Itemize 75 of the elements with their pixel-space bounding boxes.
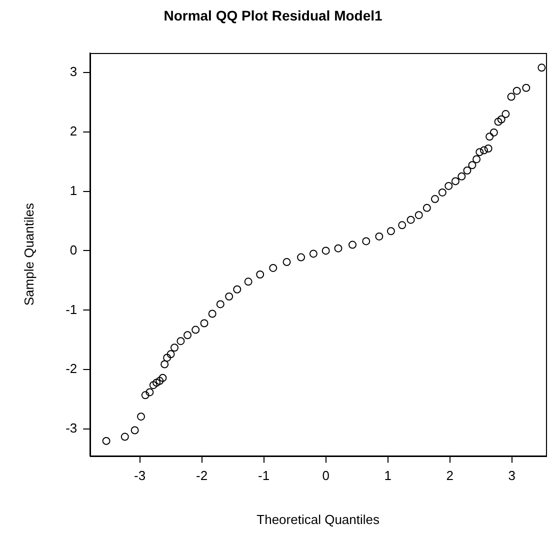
x-tick-label: -2 — [196, 468, 208, 484]
y-tick-label: 0 — [70, 242, 78, 258]
point — [494, 118, 502, 126]
point — [130, 426, 139, 434]
y-tick-label: -3 — [66, 420, 78, 436]
y-tick-label: 2 — [70, 123, 78, 138]
point — [522, 84, 530, 92]
y-tick-label: -2 — [66, 361, 78, 376]
chart-title: Normal QQ Plot Residual Model1 — [164, 7, 383, 24]
point — [480, 146, 488, 154]
point — [176, 337, 185, 346]
point — [269, 264, 278, 272]
point — [414, 211, 423, 220]
x-tick-label: -3 — [134, 468, 146, 484]
point — [184, 331, 192, 340]
point — [458, 172, 466, 180]
point — [141, 391, 150, 400]
point — [490, 128, 498, 136]
point — [233, 285, 242, 294]
point — [256, 270, 264, 279]
x-tick-label: -1 — [258, 468, 270, 484]
point — [120, 432, 129, 441]
point — [208, 310, 216, 318]
point — [438, 188, 446, 196]
point — [444, 182, 453, 190]
y-tick-label: 3 — [70, 64, 78, 79]
point — [463, 166, 472, 174]
point — [422, 204, 431, 212]
y-tick-label: -1 — [66, 302, 78, 317]
x-tick-label: 2 — [446, 468, 454, 484]
point — [348, 240, 356, 249]
point — [386, 227, 395, 236]
point — [486, 132, 494, 141]
x-axis-title: Theoretical Quantiles — [256, 512, 380, 527]
x-tick-label: 1 — [384, 468, 392, 484]
point — [158, 374, 167, 382]
point — [282, 258, 291, 266]
point — [334, 244, 342, 252]
point — [502, 110, 510, 118]
point — [472, 155, 481, 164]
point — [225, 292, 234, 300]
point — [216, 300, 224, 308]
x-tick-label: 3 — [508, 468, 516, 484]
point — [170, 344, 179, 352]
point — [468, 161, 476, 170]
point — [322, 246, 330, 255]
point — [297, 253, 306, 262]
point — [484, 144, 492, 152]
point — [362, 237, 370, 246]
x-tick-label: 0 — [322, 468, 330, 484]
point — [507, 92, 516, 101]
point — [149, 381, 158, 390]
point — [192, 326, 200, 334]
y-axis-title: Sample Quantiles — [21, 202, 36, 306]
point — [375, 232, 384, 240]
point — [156, 376, 164, 385]
point — [497, 115, 506, 124]
point — [152, 378, 161, 387]
point — [398, 221, 406, 230]
point — [309, 250, 318, 258]
point — [102, 436, 110, 445]
point — [166, 350, 175, 358]
point — [451, 177, 460, 186]
point — [406, 216, 415, 224]
point — [476, 148, 484, 156]
point — [430, 195, 439, 204]
point — [244, 278, 252, 286]
point — [137, 412, 146, 421]
point — [512, 86, 521, 95]
point — [146, 388, 154, 396]
point — [538, 64, 546, 72]
point — [160, 360, 169, 368]
point — [163, 354, 172, 362]
point — [200, 319, 208, 328]
y-tick-label: 1 — [70, 182, 78, 198]
